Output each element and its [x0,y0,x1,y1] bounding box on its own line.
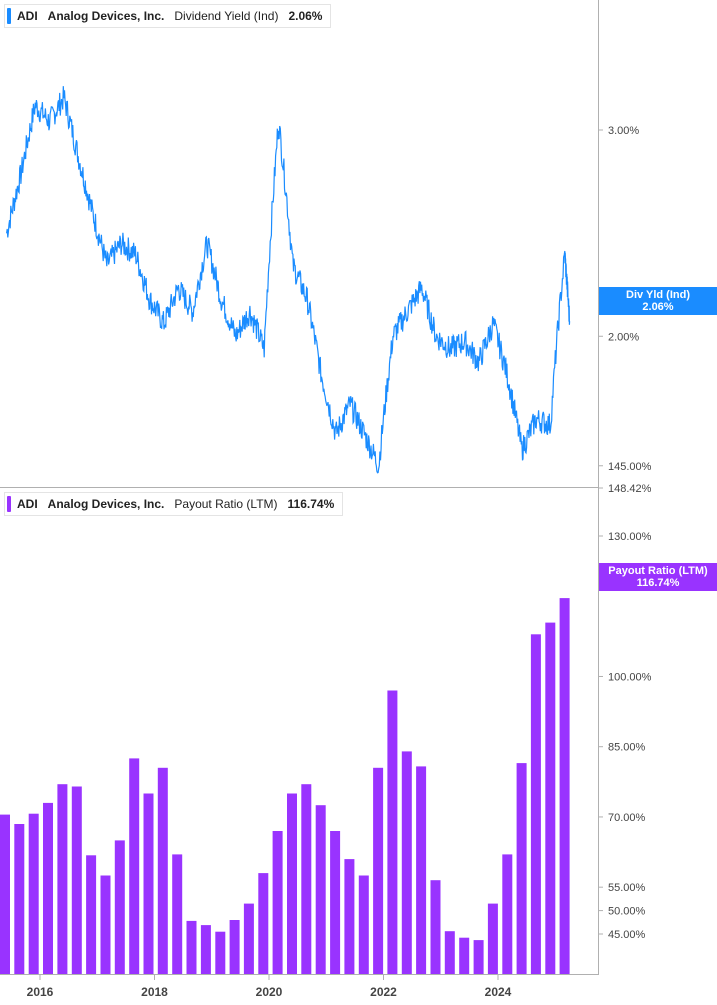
payout-y-tick-label: 130.00% [608,531,652,543]
payout-value-flag: Payout Ratio (LTM) 116.74% [599,563,717,591]
yield-y-tick-label: 148.42% [608,483,652,495]
payout-bar [172,854,183,974]
payout-bar [258,873,269,974]
yield-legend-value: 2.06% [288,9,323,23]
payout-y-tick-label: 55.00% [608,882,646,894]
payout-bar [200,925,211,974]
payout-bar [502,854,513,974]
x-tick-label: 2024 [485,985,512,999]
payout-bar [157,767,168,974]
payout-bar [57,784,68,974]
payout-y-tick-label: 45.00% [608,929,646,941]
payout-bar [559,598,570,974]
payout-bar [43,802,53,974]
payout-y-tick-label: 70.00% [608,812,646,824]
yield-flag-value: 2.06% [642,301,674,313]
payout-bar [229,920,240,974]
yield-value-flag: Div Yld (Ind) 2.06% [599,287,717,315]
yield-legend: ADI Analog Devices, Inc. Dividend Yield … [4,4,332,28]
payout-bars [0,598,570,974]
payout-bar [315,805,326,974]
yield-legend-swatch [7,8,11,24]
payout-legend-metric: Payout Ratio (LTM) [174,497,278,511]
payout-bar [459,937,470,974]
payout-flag-label: Payout Ratio (LTM) [608,565,708,577]
payout-y-tick-label: 85.00% [608,742,646,754]
payout-bar [530,634,541,974]
payout-bar [215,931,226,974]
payout-bar [545,622,556,974]
yield-series-line [6,86,571,474]
x-tick-label: 2020 [256,985,283,999]
yield-legend-metric: Dividend Yield (Ind) [174,9,279,23]
payout-y-tick-label: 100.00% [608,671,652,683]
x-ticks: 2016 2018 2020 2022 2024 [27,975,512,999]
payout-y-tick-label: 145.00% [608,461,652,473]
payout-bar [416,766,427,974]
payout-legend: ADI Analog Devices, Inc. Payout Ratio (L… [4,492,344,516]
payout-y-ticks: 145.00% 130.00% 100.00% 85.00% 70.00% 55.00% 5… [598,461,652,941]
payout-bar [516,763,527,974]
payout-legend-swatch [7,496,11,512]
payout-bar [487,903,498,974]
x-tick-label: 2018 [141,985,168,999]
payout-bar [358,875,369,974]
yield-line-group [6,86,571,474]
payout-bar [430,880,441,974]
payout-bar [86,855,97,974]
yield-flag-label: Div Yld (Ind) [626,289,690,301]
payout-y-tick-label: 50.00% [608,906,646,918]
payout-bar [272,831,283,974]
payout-legend-ticker: ADI [17,497,38,511]
payout-bar [143,793,154,974]
payout-bar [301,784,312,974]
payout-bar [401,751,412,974]
payout-bar [186,920,197,974]
payout-bar [71,786,82,974]
payout-flag-value: 116.74% [636,577,680,589]
payout-bar [387,690,398,974]
yield-y-tick-label: 2.00% [608,331,639,343]
yield-y-tick-label: 3.00% [608,125,639,137]
payout-bar [473,940,484,974]
payout-bar [243,903,254,974]
x-tick-label: 2022 [370,985,397,999]
yield-legend-ticker: ADI [17,9,38,23]
payout-legend-value: 116.74% [287,497,335,511]
x-tick-label: 2016 [27,985,54,999]
payout-bar [444,931,455,974]
payout-bar [373,767,384,974]
payout-bar [330,831,341,974]
payout-bar [344,859,355,974]
yield-y-ticks: 3.00% 2.00% 148.42% [598,125,652,495]
payout-bar [0,814,10,974]
payout-bar [100,875,111,974]
payout-bar [114,840,125,974]
payout-bar [287,793,297,974]
payout-bar [14,824,25,974]
payout-legend-company: Analog Devices, Inc. [47,497,165,511]
yield-legend-company: Analog Devices, Inc. [47,9,165,23]
payout-bar [129,758,140,974]
payout-bar [28,813,39,974]
